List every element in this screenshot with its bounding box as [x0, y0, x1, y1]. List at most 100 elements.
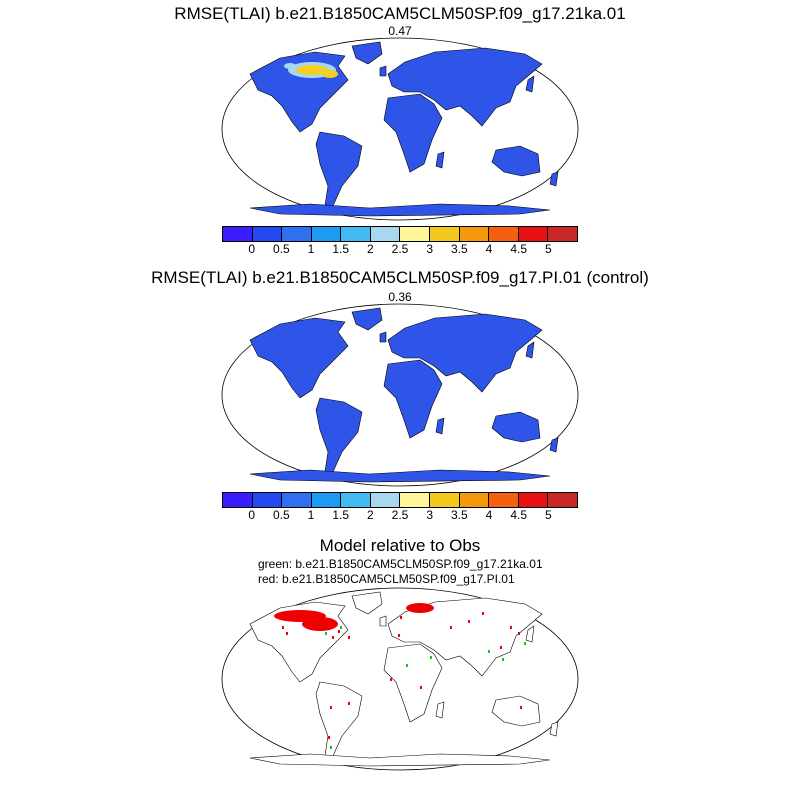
red-mark — [332, 636, 334, 639]
comparison-title: Model relative to Obs — [319, 536, 481, 555]
panel-2-title: RMSE(TLAI) b.e21.B1850CAM5CLM50SP.f09_g1… — [151, 268, 649, 287]
colorbar-swatch — [252, 493, 283, 507]
colorbar-swatch — [489, 493, 519, 507]
high-rmse-region — [284, 63, 296, 69]
red-mark — [398, 634, 400, 637]
red-mark — [482, 612, 484, 615]
coastline-uk — [379, 615, 387, 627]
coastline-eurasia — [387, 47, 543, 127]
red-mark — [420, 686, 422, 689]
panel-1-map — [221, 37, 579, 221]
red-mark — [348, 636, 350, 639]
colorbar-swatch — [341, 227, 371, 241]
panel-2-colorbar — [222, 492, 578, 508]
colorbar-tick-label: 1.5 — [332, 508, 349, 522]
coastline-japan — [525, 75, 535, 93]
colorbar-swatch — [518, 227, 549, 241]
red-mark — [348, 702, 350, 705]
colorbar-tick-label: 2.5 — [391, 242, 409, 256]
red-region-scandinavia — [406, 603, 434, 613]
colorbar-swatch — [370, 227, 401, 241]
red-mark — [520, 706, 522, 709]
colorbar-swatch — [459, 227, 490, 241]
green-mark — [430, 656, 432, 659]
coastline-greenland — [351, 591, 383, 615]
colorbar-swatch — [282, 493, 312, 507]
colorbar-tick-label: 3.5 — [450, 242, 468, 256]
colorbar-tick-label: 1.5 — [332, 242, 349, 256]
coastline-antarctica — [249, 753, 551, 767]
coastline-newzealand — [549, 171, 559, 187]
colorbar-swatch — [252, 227, 283, 241]
colorbar-swatch — [282, 227, 312, 241]
red-mark — [400, 616, 402, 619]
colorbar-tick-label: 4.5 — [510, 242, 527, 256]
red-mark — [282, 626, 284, 629]
colorbar-swatch — [430, 227, 460, 241]
coastline-japan — [525, 625, 535, 643]
red-mark — [330, 706, 332, 709]
colorbar-tick-label: 0 — [248, 242, 255, 256]
comparison-map — [221, 587, 579, 771]
coastline-namerica — [249, 317, 349, 399]
colorbar-tick-label: 2 — [366, 242, 374, 256]
red-mark — [286, 632, 288, 635]
coastline-japan — [525, 341, 535, 359]
green-mark — [502, 658, 504, 661]
colorbar-swatch — [548, 227, 577, 241]
coastline-uk — [379, 331, 387, 343]
colorbar-swatch — [370, 493, 401, 507]
coastline-africa — [383, 359, 443, 439]
green-mark — [488, 650, 490, 653]
colorbar-swatch — [518, 493, 549, 507]
coastline-newzealand — [549, 721, 559, 737]
coastline-madagascar — [435, 701, 445, 719]
colorbar-swatch — [548, 493, 577, 507]
colorbar-tick-label: 0.5 — [272, 508, 290, 522]
coastline-africa — [383, 93, 443, 173]
colorbar-tick-label: 5 — [544, 508, 552, 522]
colorbar-swatch — [223, 493, 253, 507]
panel-1-title: RMSE(TLAI) b.e21.B1850CAM5CLM50SP.f09_g1… — [174, 4, 626, 23]
colorbar-tick-label: 1 — [307, 508, 315, 522]
colorbar-swatch — [311, 227, 342, 241]
colorbar-swatch — [223, 227, 253, 241]
colorbar-tick-label: 3 — [426, 242, 433, 256]
green-mark — [340, 626, 342, 629]
colorbar-tick-label: 2 — [366, 508, 374, 522]
colorbar-tick-label: 4.5 — [510, 508, 527, 522]
colorbar-tick-label: 2.5 — [391, 508, 409, 522]
colorbar-swatch — [489, 227, 519, 241]
green-mark — [325, 632, 327, 635]
colorbar-swatch — [400, 227, 431, 241]
colorbar-tick-label: 0.5 — [272, 242, 290, 256]
red-mark — [510, 626, 512, 629]
panel-1-colorbar — [222, 226, 578, 242]
green-mark — [524, 642, 526, 645]
red-mark — [328, 736, 330, 739]
coastline-newzealand — [549, 437, 559, 453]
red-mark — [450, 626, 452, 629]
coastline-australia — [491, 411, 541, 443]
high-rmse-region — [322, 70, 338, 78]
panel-2-global-value: 0.36 — [388, 290, 412, 304]
colorbar-swatch — [400, 493, 431, 507]
green-mark — [330, 746, 332, 749]
red-mark — [518, 632, 520, 635]
panel-1-colorbar-ticks: 0 0.5 1 1.5 2 2.5 3 3.5 4 4.5 5 — [222, 242, 578, 258]
panel-2-map — [221, 303, 579, 487]
coastline-antarctica — [249, 469, 551, 483]
red-region-north-america — [302, 617, 338, 631]
green-mark — [406, 664, 408, 667]
coastline-eurasia — [387, 597, 543, 677]
colorbar-tick-label: 4 — [485, 242, 493, 256]
coastline-greenland — [351, 41, 383, 65]
coastline-uk — [379, 65, 387, 77]
coastline-antarctica — [249, 203, 551, 217]
colorbar-tick-label: 3.5 — [450, 508, 468, 522]
colorbar-tick-label: 0 — [248, 508, 255, 522]
colorbar-swatch — [459, 493, 490, 507]
coastline-australia — [491, 695, 541, 727]
panel-2-colorbar-ticks: 0 0.5 1 1.5 2 2.5 3 3.5 4 4.5 5 — [222, 508, 578, 524]
colorbar-tick-label: 1 — [307, 242, 315, 256]
